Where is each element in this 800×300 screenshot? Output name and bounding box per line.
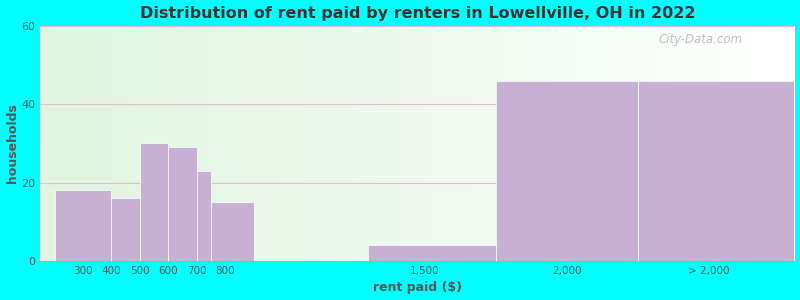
Title: Distribution of rent paid by renters in Lowellville, OH in 2022: Distribution of rent paid by renters in …: [140, 6, 695, 21]
Text: City-Data.com: City-Data.com: [658, 33, 743, 46]
Bar: [168, 147, 197, 261]
Y-axis label: households: households: [6, 103, 18, 183]
Bar: [211, 202, 254, 261]
Bar: [140, 143, 168, 261]
Bar: [367, 245, 496, 261]
Bar: [496, 81, 638, 261]
X-axis label: rent paid ($): rent paid ($): [373, 281, 462, 294]
Bar: [111, 198, 140, 261]
Bar: [197, 171, 211, 261]
Bar: [638, 81, 794, 261]
Bar: [54, 190, 111, 261]
